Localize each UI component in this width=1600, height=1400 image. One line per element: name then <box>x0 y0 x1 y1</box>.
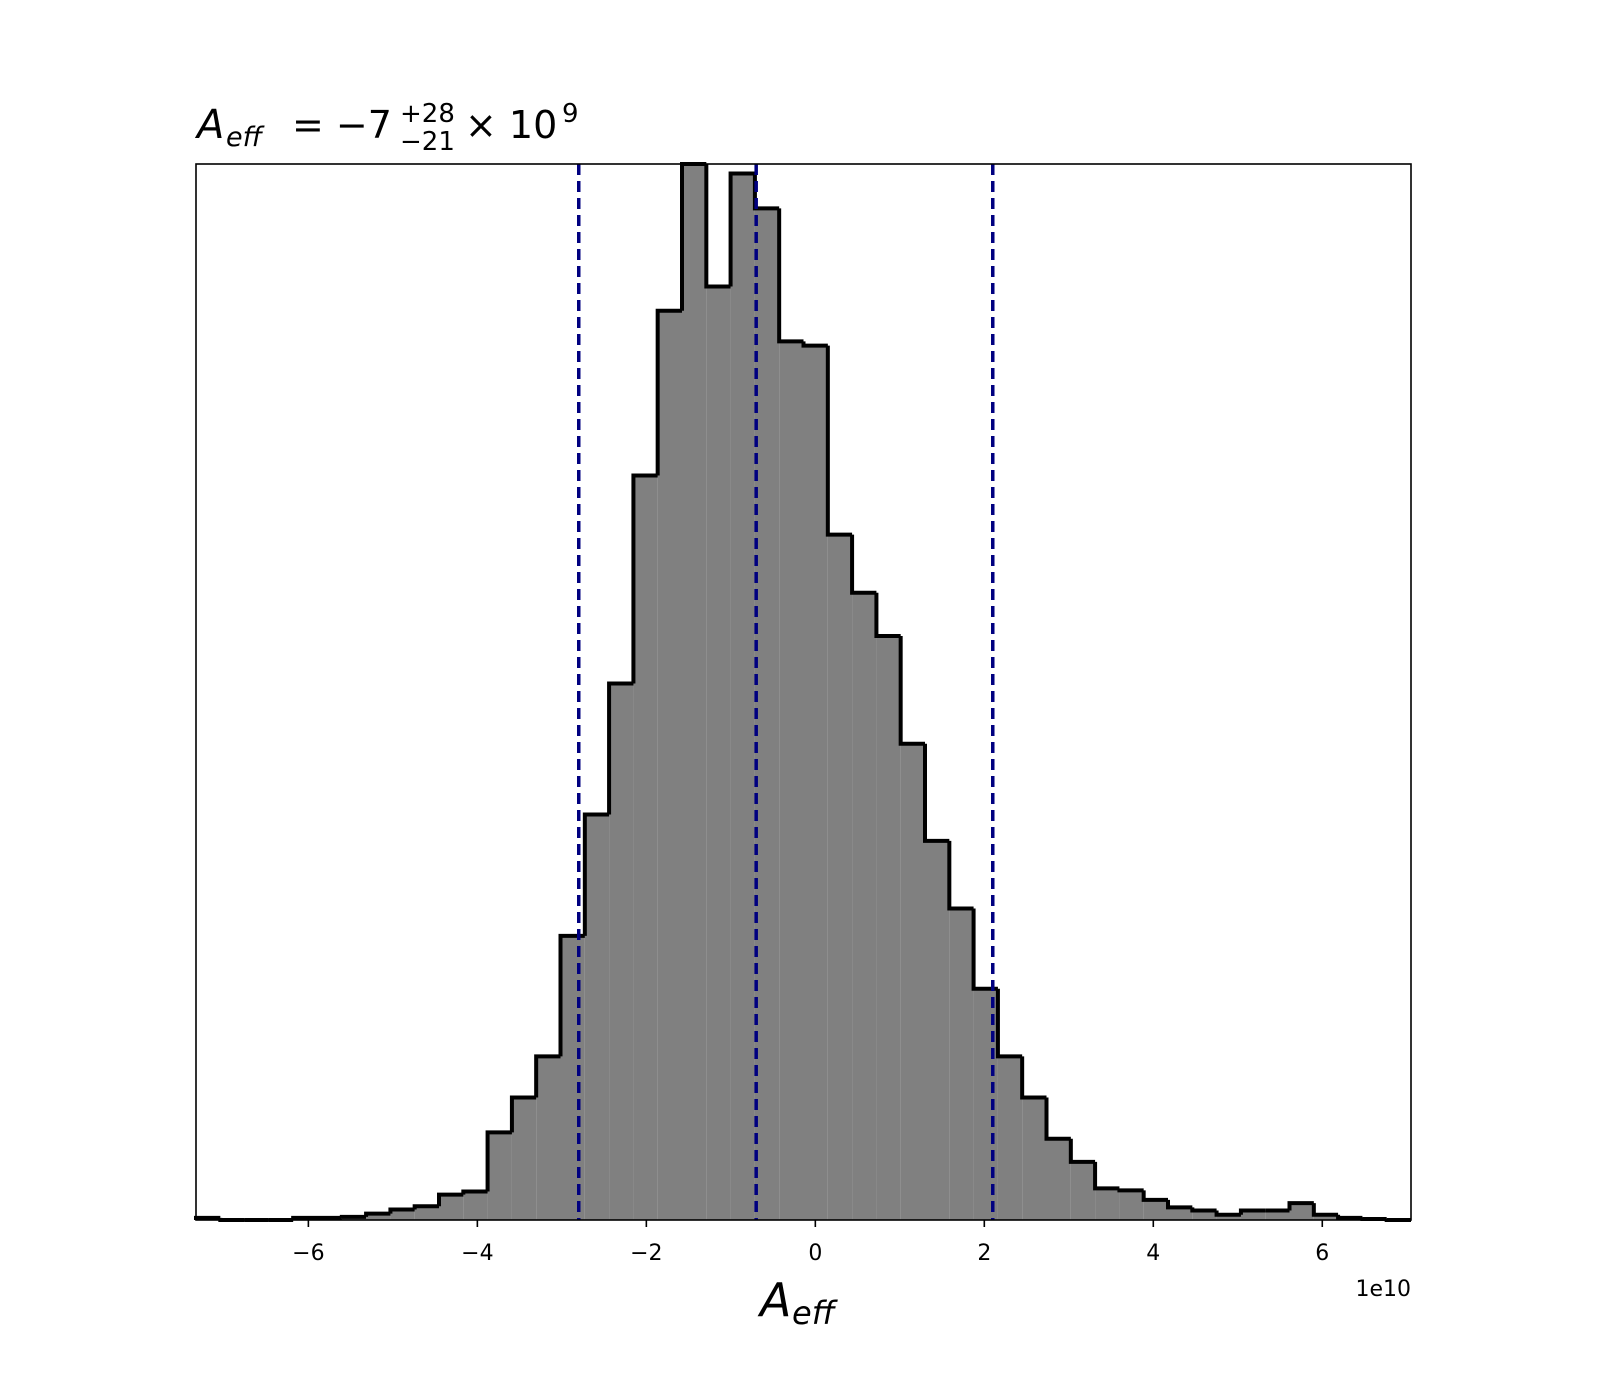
bar <box>1119 1190 1144 1220</box>
step-outline <box>437 1192 464 1207</box>
step-outline <box>752 173 780 211</box>
step-outline <box>1238 1208 1266 1215</box>
title-symbol: A <box>194 102 224 148</box>
x-tick-label: 0 <box>808 1241 822 1266</box>
step-outline <box>825 345 853 537</box>
step-outline <box>947 840 974 911</box>
step-outline <box>1166 1199 1193 1210</box>
title-text: = −7 <box>292 103 392 147</box>
step-outline <box>1360 1216 1387 1221</box>
bar <box>609 683 634 1220</box>
bar <box>1070 1161 1096 1220</box>
title-subscript: eff <box>226 122 265 153</box>
bar <box>852 592 877 1220</box>
bar <box>900 743 925 1220</box>
title-sub: −21 <box>400 127 455 157</box>
bar <box>1022 1097 1047 1220</box>
step-outline <box>1214 1210 1241 1217</box>
title-times: × 10 <box>465 103 557 147</box>
bar <box>1143 1199 1168 1220</box>
step-outline <box>801 341 828 348</box>
bar <box>414 1206 439 1220</box>
step-outline <box>728 171 755 287</box>
step-outline <box>461 1189 488 1195</box>
bar <box>706 286 731 1221</box>
step-outline <box>1020 1056 1047 1100</box>
step-outline <box>1141 1190 1168 1202</box>
x-tick-label: 4 <box>1146 1241 1160 1266</box>
bar <box>1289 1203 1314 1220</box>
bar <box>682 164 707 1220</box>
step-outline <box>1190 1207 1217 1213</box>
bar <box>925 840 950 1220</box>
step-outline <box>485 1130 512 1192</box>
bar <box>1216 1214 1241 1220</box>
step-outline <box>995 988 1023 1059</box>
bar <box>779 341 804 1221</box>
bar <box>1168 1207 1193 1220</box>
bar <box>439 1194 464 1220</box>
step-outline <box>898 636 925 746</box>
step-outline <box>1336 1214 1363 1220</box>
title-sup: +28 <box>400 99 455 129</box>
bar <box>1046 1138 1071 1220</box>
step-outline <box>704 164 731 289</box>
bar <box>511 1097 537 1220</box>
x-tick-label: −4 <box>461 1241 493 1266</box>
step-outline <box>339 1214 367 1219</box>
bar <box>657 310 682 1220</box>
bar <box>560 935 585 1220</box>
bar <box>1265 1210 1290 1220</box>
title-exponent: 9 <box>562 99 579 129</box>
bar <box>633 475 658 1220</box>
bar <box>1192 1210 1217 1220</box>
x-tick-label: −6 <box>292 1241 324 1266</box>
x-tick-label: 6 <box>1315 1241 1329 1266</box>
bar <box>1240 1210 1266 1220</box>
bar <box>876 636 901 1220</box>
bar <box>366 1213 391 1220</box>
x-label-symbol: A <box>757 1273 791 1327</box>
step-outline <box>971 908 998 991</box>
step-outline <box>558 933 585 1057</box>
step-outline <box>1117 1188 1144 1193</box>
bar <box>803 345 828 1221</box>
bar <box>1313 1214 1339 1220</box>
step-outline <box>509 1095 537 1133</box>
bar <box>390 1209 415 1220</box>
step-outline <box>777 208 804 344</box>
step-outline <box>1311 1203 1339 1217</box>
bar <box>487 1132 512 1220</box>
step-outline <box>850 534 877 595</box>
step-outline <box>1287 1201 1314 1211</box>
x-offset-label: 1e10 <box>1355 1277 1411 1302</box>
step-outline <box>631 473 658 684</box>
bar <box>1095 1188 1120 1220</box>
bar <box>754 208 780 1221</box>
axes-frame <box>195 163 1412 1221</box>
step-outline <box>655 308 682 476</box>
step-outline <box>364 1211 391 1217</box>
x-label-subscript: eff <box>792 1294 839 1332</box>
bar <box>463 1191 488 1220</box>
bar <box>997 1056 1023 1220</box>
step-outline <box>923 743 950 843</box>
bar <box>584 814 610 1220</box>
x-tick-label: −2 <box>630 1241 662 1266</box>
step-outline <box>1068 1138 1096 1164</box>
bar <box>730 173 755 1220</box>
step-outline <box>1044 1097 1071 1141</box>
bar <box>949 908 974 1220</box>
step-outline <box>874 592 901 639</box>
step-outline <box>582 812 610 936</box>
x-tick-label: 2 <box>977 1241 991 1266</box>
step-outline <box>534 1054 561 1098</box>
step-outline <box>607 681 634 815</box>
bar <box>827 534 853 1220</box>
step-outline <box>412 1204 439 1210</box>
step-outline <box>1093 1161 1120 1191</box>
step-outline <box>388 1207 415 1214</box>
bar <box>536 1056 561 1220</box>
